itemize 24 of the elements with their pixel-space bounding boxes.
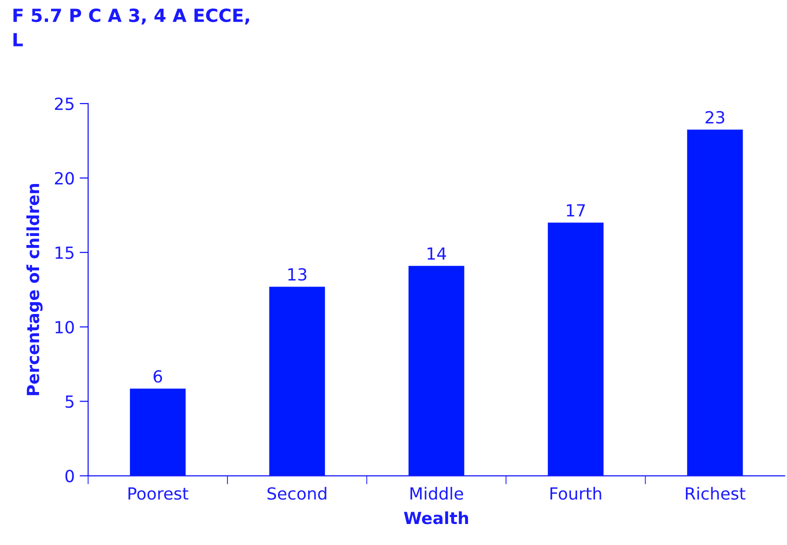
- x-tick-label: Richest: [686, 486, 746, 500]
- data-label: 13: [288, 268, 306, 281]
- y-tick-label: 0: [65, 470, 74, 482]
- chart-title: F 5.7 P C A 3, 4 A ECCE, L: [13, 8, 250, 46]
- data-label: 23: [706, 110, 724, 124]
- y-tick-label: 20: [54, 172, 74, 185]
- x-axis-title: Wealth: [404, 511, 468, 524]
- x-tick-label: Second: [268, 486, 326, 500]
- y-tick-label: 5: [66, 396, 74, 408]
- y-tick-label: 25: [54, 98, 74, 110]
- bar: [687, 130, 743, 476]
- bar: [269, 286, 325, 476]
- bar: [408, 266, 464, 476]
- x-tick-label: Fourth: [550, 486, 602, 500]
- x-tick-label: Poorest: [128, 487, 188, 500]
- data-label: 6: [154, 370, 162, 383]
- bar: [548, 222, 604, 476]
- bar: [130, 388, 186, 476]
- y-tick-label: 15: [56, 246, 74, 260]
- x-tick-label: Middle: [410, 486, 464, 500]
- data-label: 17: [566, 204, 585, 216]
- y-axis-title: Percentage of children: [26, 184, 43, 396]
- y-tick-label: 10: [56, 320, 74, 334]
- data-label: 14: [428, 247, 446, 260]
